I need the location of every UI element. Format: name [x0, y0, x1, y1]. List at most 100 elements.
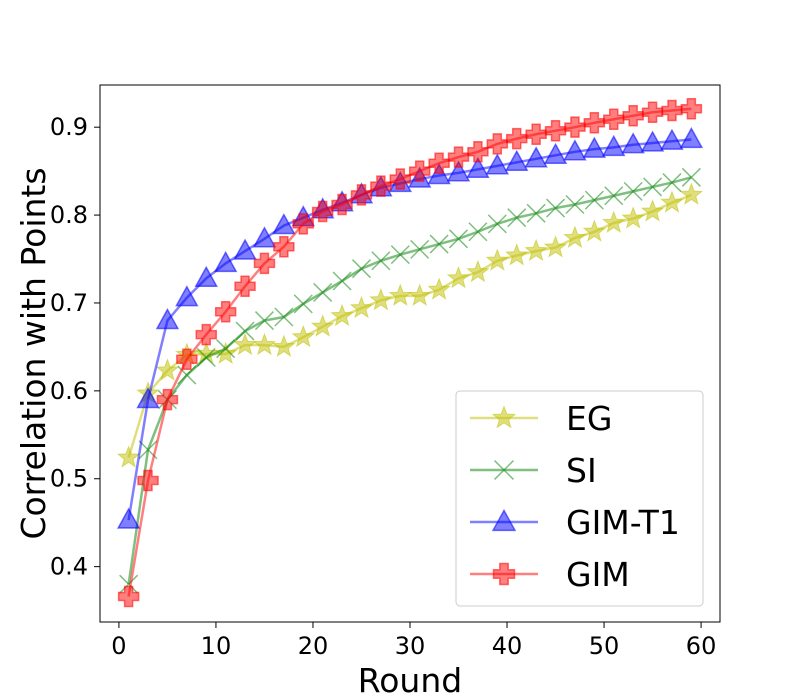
data-point-eg [272, 334, 296, 357]
data-point-eg [310, 314, 335, 337]
y-tick-label: 0.9 [50, 113, 88, 141]
data-point-gim [564, 116, 586, 138]
data-point-gim [331, 193, 353, 216]
x-tick-label: 40 [492, 632, 523, 660]
data-point-eg [388, 283, 413, 306]
legend-label-si: SI [566, 451, 597, 490]
data-point-gim-t1 [563, 139, 587, 161]
legend-item-gim: GIM [470, 555, 630, 594]
series-gim [117, 97, 703, 608]
y-tick-label: 0.8 [50, 201, 88, 229]
legend-marker-eg [491, 405, 517, 429]
data-point-gim [253, 252, 276, 275]
data-point-gim [214, 301, 237, 323]
data-point-si [410, 239, 430, 259]
legend-label-eg: EG [566, 399, 612, 438]
data-point-gim [603, 108, 625, 131]
plot-lines [116, 97, 704, 608]
data-point-eg [407, 283, 432, 306]
data-point-si [313, 282, 333, 302]
data-point-eg [233, 332, 257, 356]
data-point-gim [525, 123, 547, 145]
data-point-eg [252, 332, 277, 356]
data-point-si [293, 294, 313, 314]
data-point-si [371, 251, 391, 271]
data-point-eg [524, 238, 548, 262]
data-point-gim-t1 [660, 128, 684, 150]
data-point-eg [155, 358, 180, 381]
data-point-eg [640, 199, 665, 222]
data-point-gim-t1 [194, 265, 218, 288]
data-point-gim [195, 323, 217, 346]
y-axis-ticks: 0.4 0.5 0.6 0.7 0.8 0.9 [50, 113, 100, 581]
data-point-si [526, 203, 546, 223]
data-point-eg [369, 287, 393, 311]
data-point-gim [544, 119, 567, 142]
data-point-si [565, 194, 585, 215]
data-point-gim [622, 105, 644, 127]
data-point-si [254, 311, 274, 331]
data-point-eg [582, 219, 607, 242]
data-point-gim [661, 99, 683, 122]
data-point-gim [156, 388, 179, 411]
data-point-gim-t1 [427, 162, 451, 185]
data-point-gim-t1 [272, 213, 296, 235]
data-point-si [119, 574, 139, 594]
data-point-si [332, 271, 352, 291]
data-point-si [604, 186, 624, 206]
data-point-gim [350, 184, 373, 206]
data-point-eg [621, 206, 645, 229]
data-point-gim [505, 127, 528, 150]
data-point-gim [137, 469, 159, 492]
data-point-eg [213, 341, 238, 365]
data-point-si [623, 181, 643, 201]
legend-box [455, 390, 704, 607]
data-point-eg [601, 210, 626, 234]
data-point-gim [447, 146, 470, 168]
data-point-si [643, 177, 663, 197]
data-point-gim-t1 [466, 156, 490, 179]
data-point-eg [660, 190, 684, 213]
data-point-gim-t1 [582, 136, 607, 158]
data-point-gim-t1 [621, 132, 645, 154]
data-point-gim-t1 [155, 307, 180, 330]
data-point-gim-t1 [505, 149, 529, 172]
series-line-si [127, 176, 692, 585]
x-axis-title: Round [358, 661, 462, 700]
x-tick-label: 50 [589, 632, 620, 660]
x-tick-label: 20 [298, 632, 329, 660]
data-point-eg [504, 243, 529, 266]
data-point-si [662, 173, 682, 193]
data-point-eg [349, 295, 374, 319]
x-tick-label: 60 [686, 632, 717, 660]
data-point-gim [467, 141, 489, 163]
x-tick-label: 0 [111, 632, 126, 660]
data-point-gim-t1 [524, 146, 548, 168]
y-tick-label: 0.6 [50, 377, 88, 405]
data-point-si [584, 190, 604, 210]
data-point-eg [679, 182, 704, 205]
data-point-gim [370, 175, 392, 197]
legend-marker-gim [492, 562, 516, 586]
data-point-gim-t1 [136, 387, 160, 409]
legend-marker-si [494, 460, 514, 480]
legend-item-gim-t1: GIM-T1 [470, 503, 680, 542]
data-point-gim [428, 152, 450, 174]
data-point-si [507, 208, 527, 228]
data-point-eg [543, 235, 568, 258]
data-point-si [487, 214, 507, 234]
data-point-si [448, 229, 469, 249]
data-point-gim [641, 101, 664, 123]
data-point-gim-t1 [602, 134, 626, 157]
data-point-gim [273, 235, 295, 258]
legend-item-eg: EG [470, 399, 612, 438]
data-point-si [390, 245, 410, 265]
legend-marker-gim-t1 [491, 508, 517, 532]
data-point-eg [291, 324, 316, 348]
data-point-si [196, 347, 216, 367]
data-point-gim-t1 [543, 142, 568, 164]
data-point-gim [408, 160, 431, 182]
data-point-si [351, 259, 372, 279]
y-tick-label: 0.4 [50, 553, 88, 581]
